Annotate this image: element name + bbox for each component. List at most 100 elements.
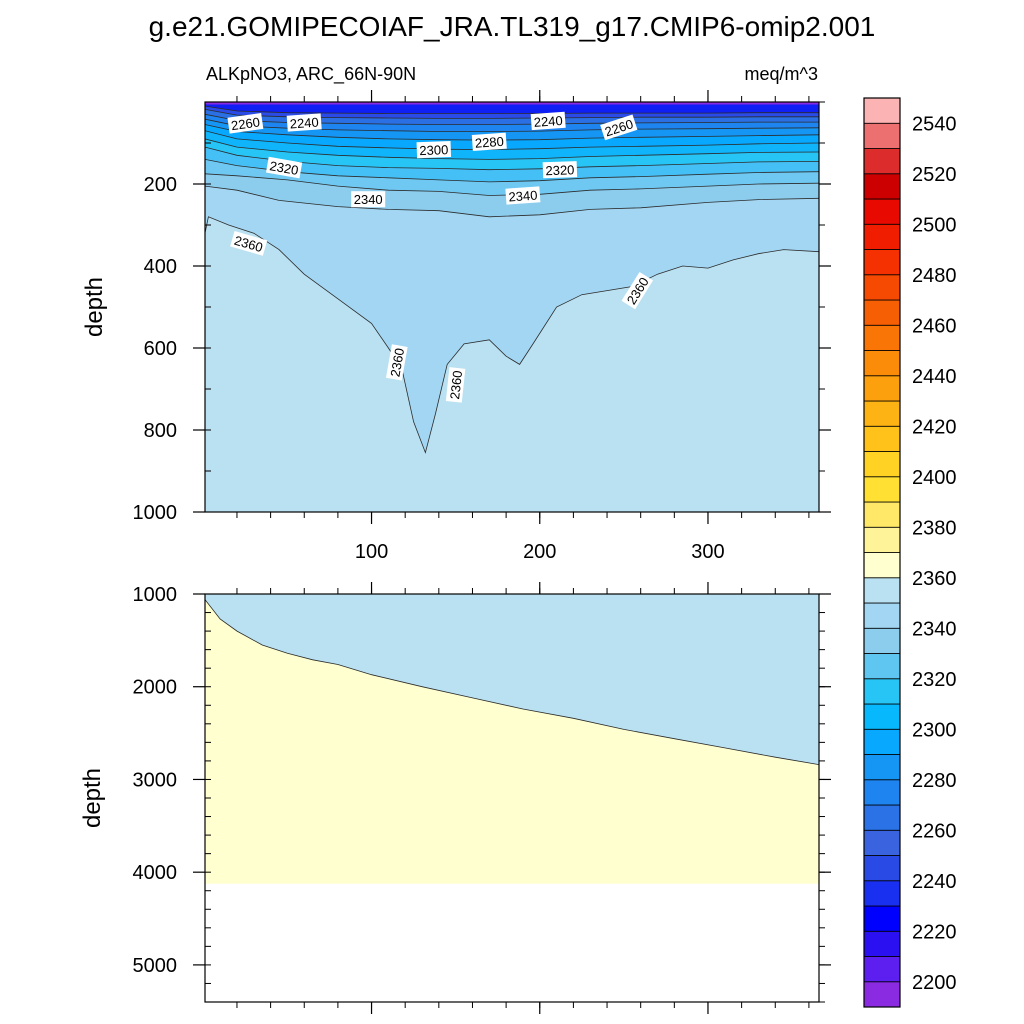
contour-label-box (227, 113, 264, 134)
y-tick-label-200: 200 (144, 174, 177, 196)
contour-label-text: 2340 (508, 188, 538, 205)
colorbar-label-2540: 2540 (912, 113, 957, 135)
colorbar-box-2350 (863, 602, 901, 629)
colorbar: 2200 2220 2240 2260 2280 2300 2320 2340 2360 2380… (863, 97, 957, 1008)
fill-band-2360-2370 (205, 594, 819, 765)
colorbar-box-2250 (863, 855, 901, 882)
contour-label-4: 2280 (471, 132, 507, 151)
contour-line-2310-4 (205, 138, 819, 160)
upper-y-axis: 200 400 600 800 1000 (133, 101, 831, 524)
fill-band-2370-2380 (205, 599, 819, 884)
y-tick-label-5000: 5000 (133, 955, 178, 977)
colorbar-box-2520 (863, 173, 901, 200)
colorbar-label-2500: 2500 (912, 214, 957, 236)
contour-label-box (621, 271, 654, 310)
colorbar-box-2210 (863, 956, 901, 983)
colorbar-label-2280: 2280 (912, 770, 957, 792)
colorbar-label-2240: 2240 (912, 871, 957, 893)
contour-label-text: 2320 (545, 162, 574, 178)
y-tick-label-2000: 2000 (133, 677, 178, 699)
contour-line-2370 (205, 599, 819, 765)
contour-label-3: 2300 (416, 141, 452, 159)
colorbar-box-2330 (863, 653, 901, 680)
subtitle-left: ALKpNO3, ARC_66N-90N (206, 64, 416, 85)
contour-label-text: 2260 (230, 114, 261, 133)
colorbar-box-2260 (863, 829, 901, 856)
colorbar-label-2220: 2220 (912, 921, 957, 943)
contour-label-8: 2340 (351, 191, 386, 208)
contour-label-7: 2320 (542, 161, 578, 179)
colorbar-box-2240 (863, 880, 901, 907)
upper-contour-lines (205, 105, 819, 454)
colorbar-label-2520: 2520 (912, 164, 957, 186)
colorbar-box-2530 (863, 148, 901, 175)
contour-label-0: 2260 (227, 113, 264, 134)
contour-label-box (600, 114, 638, 141)
contour-label-box (286, 113, 322, 132)
colorbar-box-2290 (863, 754, 901, 781)
colorbar-box-2470 (863, 299, 901, 326)
colorbar-box-2200 (863, 981, 901, 1008)
lower-x-axis (236, 582, 810, 1014)
colorbar-box-2540 (863, 122, 901, 149)
contour-label-11: 2360 (385, 344, 408, 381)
colorbar-label-2440: 2440 (912, 366, 957, 388)
y-tick-label-3000: 3000 (133, 769, 178, 791)
y-tick-label-400: 400 (144, 256, 177, 278)
contour-line-2260-7 (205, 118, 819, 132)
x-tick-label-300: 300 (691, 541, 724, 563)
contour-label-box (471, 132, 507, 151)
x-tick-label-200: 200 (523, 541, 556, 563)
contour-label-box (530, 111, 566, 131)
lower-contour-fills (205, 594, 819, 884)
colorbar-label-2340: 2340 (912, 618, 957, 640)
contour-label-text: 2300 (419, 142, 448, 158)
colorbar-box-2360 (863, 577, 901, 604)
x-tick-label-100: 100 (355, 541, 388, 563)
colorbar-label-2300: 2300 (912, 719, 957, 741)
colorbar-box-2320 (863, 678, 901, 705)
colorbar-box-2490 (863, 249, 901, 276)
subtitle-right: meq/m^3 (745, 64, 818, 84)
colorbar-frame (863, 97, 901, 1008)
contour-line-2360-11 (205, 216, 819, 454)
contour-label-text: 2240 (289, 115, 319, 132)
contour-label-text: 2240 (533, 113, 563, 130)
contour-label-box (416, 141, 452, 159)
y-tick-label-800: 800 (144, 420, 177, 442)
colorbar-box-2380 (863, 526, 901, 553)
contour-label-text: 2360 (447, 370, 465, 400)
colorbar-box-2370 (863, 552, 901, 579)
contour-label-12: 2360 (445, 367, 466, 403)
colorbar-box-2450 (863, 350, 901, 377)
contour-label-box (542, 161, 578, 179)
colorbar-box-2270 (863, 804, 901, 831)
colorbar-box-2230 (863, 905, 901, 932)
contour-label-text: 2340 (354, 192, 383, 207)
contour-label-text: 2280 (474, 134, 504, 151)
colorbar-box-2300 (863, 728, 901, 755)
y-tick-label-600: 600 (144, 338, 177, 360)
colorbar-box-2280 (863, 779, 901, 806)
lower-y-axis-label: depth (79, 768, 106, 828)
colorbar-label-2360: 2360 (912, 568, 957, 590)
colorbar-box-2550 (863, 97, 901, 124)
colorbar-box-2440 (863, 375, 901, 402)
y-tick-label-4000: 4000 (133, 862, 178, 884)
lower-panel: 1000 2000 3000 4000 5000 depth (79, 582, 831, 1014)
y-tick-label-1000: 1000 (133, 502, 178, 524)
colorbar-label-2200: 2200 (912, 972, 957, 994)
colorbar-box-2460 (863, 324, 901, 351)
colorbar-box-2480 (863, 274, 901, 301)
contour-label-5: 2240 (530, 111, 566, 131)
colorbar-box-2310 (863, 703, 901, 730)
contour-label-box (505, 186, 541, 205)
upper-y-axis-label: depth (81, 277, 108, 337)
contour-label-text: 2320 (268, 158, 299, 178)
colorbar-box-2420 (863, 425, 901, 452)
contour-line-2210-10 (205, 105, 819, 114)
upper-x-axis: 100 200 300 (236, 90, 810, 563)
contour-line-2340-1 (205, 173, 819, 196)
